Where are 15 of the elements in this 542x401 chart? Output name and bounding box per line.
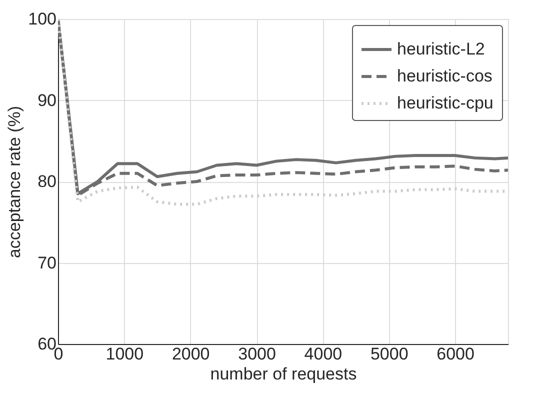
- legend-label: heuristic-L2: [397, 40, 485, 58]
- x-tick-label: 2000: [172, 344, 210, 364]
- legend-label: heuristic-cos: [397, 66, 492, 86]
- legend-label: heuristic-cpu: [397, 94, 494, 112]
- y-tick-label: 80: [38, 172, 56, 191]
- x-tick-label: 3000: [238, 344, 276, 364]
- y-axis-title: acceptance rate (%): [5, 106, 24, 258]
- y-tick-label: 90: [38, 90, 56, 110]
- x-tick-label: 4000: [304, 344, 342, 364]
- x-axis-title: number of requests: [210, 364, 357, 384]
- x-tick-label: 6000: [436, 344, 474, 364]
- y-tick-label: 70: [38, 253, 56, 272]
- x-tick-label: 1000: [106, 344, 144, 364]
- x-tick-label: 5000: [370, 344, 408, 364]
- y-tick-label: 100: [28, 10, 56, 28]
